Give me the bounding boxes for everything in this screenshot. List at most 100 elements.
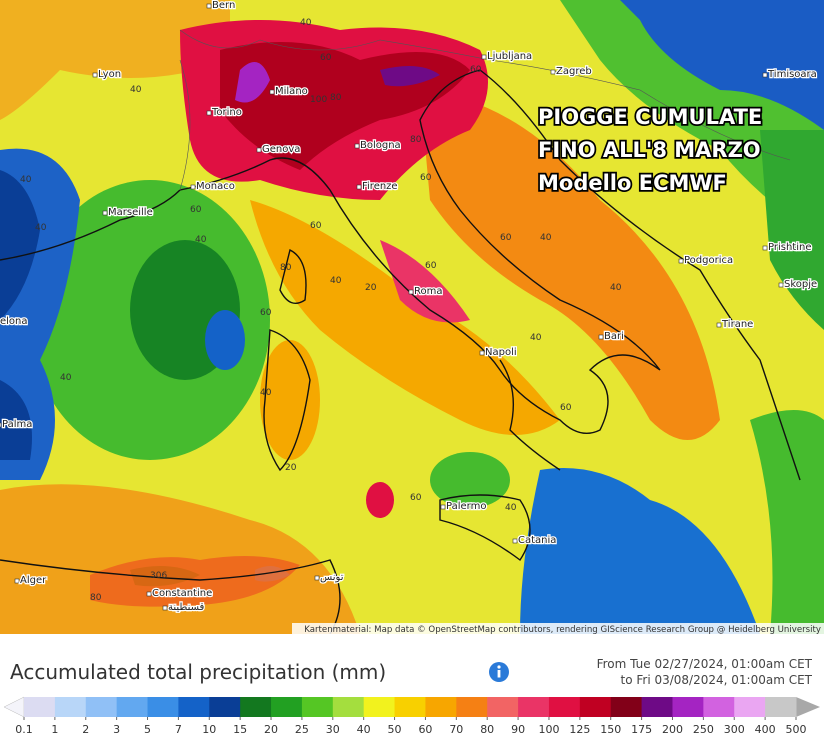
city-dot <box>550 69 556 75</box>
overlay-line: Modello ECMWF <box>538 171 727 195</box>
city-dot <box>269 89 275 95</box>
contour-label: 40 <box>540 233 552 243</box>
contour-label: 60 <box>500 233 512 243</box>
city-label: Timisoara <box>767 69 817 80</box>
color-cell <box>518 697 550 717</box>
contour-label: 60 <box>310 221 322 231</box>
city-label: Palma <box>2 419 32 430</box>
city-label: قسنطينة <box>168 602 205 613</box>
legend-value: 30 <box>326 723 340 736</box>
legend: Accumulated total precipitation (mm) Fro… <box>3 657 820 736</box>
color-cell <box>147 697 179 717</box>
color-cell <box>85 697 118 717</box>
city-dot <box>512 538 518 544</box>
contour-label: 40 <box>530 333 542 343</box>
city-label: Constantine <box>152 588 212 599</box>
contour-label: 100 <box>310 95 327 105</box>
legend-value: 500 <box>786 723 807 736</box>
legend-value: 200 <box>662 723 683 736</box>
contour-label: 40 <box>35 223 47 233</box>
color-cell <box>610 697 643 717</box>
city-label: Catania <box>518 535 556 546</box>
contour-label: 40 <box>20 175 32 185</box>
date-from: From Tue 02/27/2024, 01:00am CET <box>597 657 813 671</box>
contour-label: 20 <box>285 463 297 473</box>
color-cell <box>672 697 704 717</box>
city-dot <box>598 334 604 340</box>
contour-label: 40 <box>60 373 72 383</box>
overlay-line: PIOGGE CUMULATE <box>538 105 762 129</box>
city-dot <box>92 72 98 78</box>
city-dot <box>778 282 784 288</box>
contour-label: 60 <box>470 65 482 75</box>
contour-label: 40 <box>610 283 622 293</box>
city-label: Firenze <box>362 181 398 192</box>
legend-value: 40 <box>357 723 371 736</box>
legend-value: 1 <box>51 723 58 736</box>
contour-label: 60 <box>425 261 437 271</box>
contour-label: 40 <box>195 235 207 245</box>
legend-title: Accumulated total precipitation (mm) <box>10 660 386 684</box>
legend-value: 25 <box>295 723 309 736</box>
color-cell <box>332 697 365 717</box>
contour-label: 306 <box>150 571 167 581</box>
city-dot <box>440 504 446 510</box>
contour-label: 60 <box>420 173 432 183</box>
city-dot <box>190 184 196 190</box>
city-label: elona <box>0 316 28 327</box>
city-dot <box>481 54 487 60</box>
city-label: Torino <box>211 107 242 118</box>
contour-label: 80 <box>410 135 422 145</box>
overlay-title: PIOGGE CUMULATE FINO ALL'8 MARZO Modello E… <box>536 103 764 197</box>
arrow-left <box>3 696 25 718</box>
color-cell <box>641 697 673 717</box>
city-dot <box>14 578 20 584</box>
color-cell <box>487 697 519 717</box>
contour-label: 40 <box>260 388 272 398</box>
legend-value: 3 <box>113 723 120 736</box>
legend-value: 10 <box>202 723 216 736</box>
city-label: Monaco <box>196 181 235 192</box>
contour-label: 40 <box>330 276 342 286</box>
color-cell <box>548 697 581 717</box>
city-label: Alger <box>20 575 47 586</box>
legend-value: 80 <box>480 723 494 736</box>
city-dot <box>354 143 360 149</box>
city-label: Tirane <box>721 319 753 330</box>
city-dot <box>356 184 362 190</box>
city-label: Milano <box>275 86 308 97</box>
info-icon[interactable] <box>489 662 509 682</box>
legend-value: 125 <box>569 723 590 736</box>
contour-label: 60 <box>410 493 422 503</box>
legend-value: 150 <box>600 723 621 736</box>
city-label: Lyon <box>98 69 121 80</box>
city-label: Napoli <box>485 347 517 358</box>
city-dot <box>206 3 212 9</box>
color-cell <box>240 697 272 717</box>
attribution: Kartenmaterial: Map data © OpenStreetMap… <box>304 625 821 634</box>
legend-value: 50 <box>388 723 402 736</box>
color-cell <box>394 697 426 717</box>
color-cell <box>178 697 210 717</box>
contour-label: 80 <box>330 93 342 103</box>
color-cell <box>301 697 334 717</box>
color-cell <box>579 697 612 717</box>
contour-label: 60 <box>190 205 202 215</box>
contour-label: 40 <box>130 85 142 95</box>
labels: Bern Lyon Torino Milano Genova Bologna Monaco M… <box>0 0 818 614</box>
color-bar: 0.1 1 2 3 5 7 10 15 20 25 30 40 50 60 70 80 90 100 125 150 1… <box>3 696 820 736</box>
legend-value: 400 <box>755 723 776 736</box>
borders <box>179 29 791 191</box>
city-label: Skopje <box>784 279 817 290</box>
city-label: Bern <box>212 0 235 11</box>
color-cell <box>116 697 149 717</box>
legend-value: 60 <box>418 723 432 736</box>
legend-value: 20 <box>264 723 278 736</box>
legend-value: 300 <box>724 723 745 736</box>
city-dot <box>256 147 262 153</box>
city-dot <box>762 245 768 251</box>
city-dot <box>162 605 168 611</box>
legend-value: 2 <box>82 723 89 736</box>
legend-value: 250 <box>693 723 714 736</box>
